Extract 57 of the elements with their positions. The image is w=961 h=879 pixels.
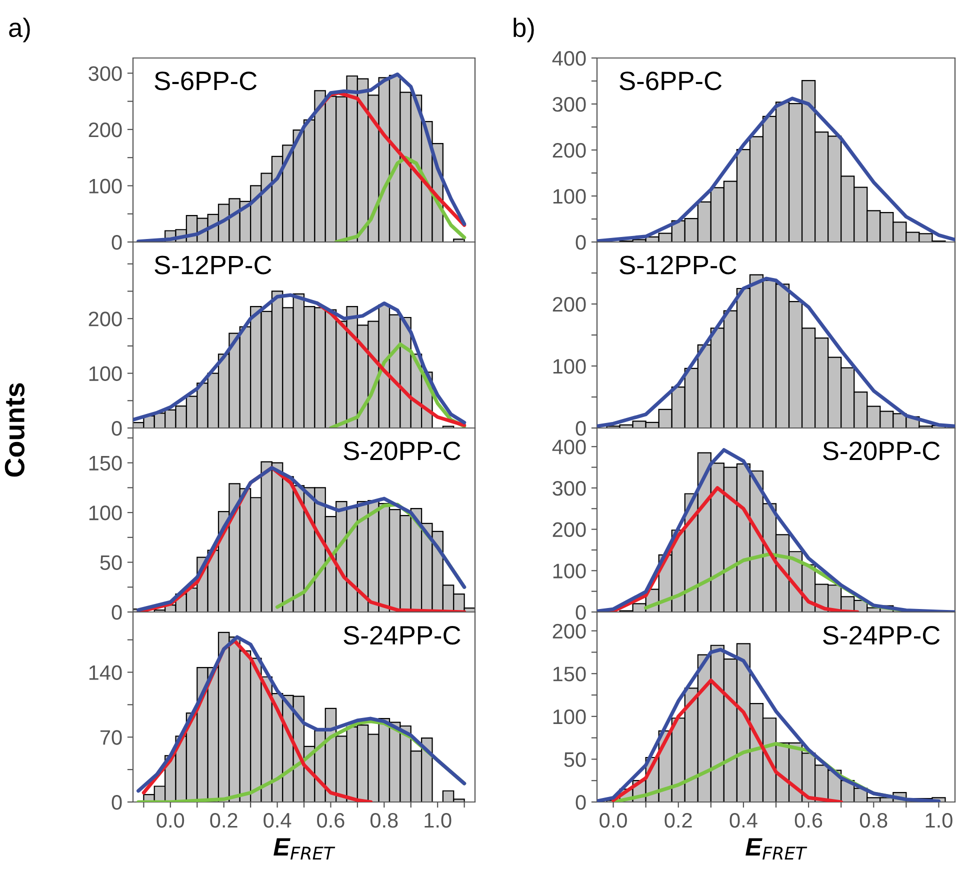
- y-tick-label: 150: [89, 456, 122, 471]
- x-tick-label: 0.2: [210, 812, 238, 828]
- x-tick-label: 0.0: [156, 812, 184, 828]
- y-tick-label: 100: [89, 506, 122, 520]
- annotation: S-24PP-C: [344, 626, 460, 645]
- x-axis-title: E$_{FRET}$: [274, 838, 336, 860]
- chart-title: a): [9, 18, 30, 42]
- annotation: S-6PP-C: [620, 72, 722, 90]
- y-tick-label: 100: [553, 359, 586, 374]
- y-tick-label: 100: [553, 564, 586, 578]
- y-tick-label: 0: [112, 605, 122, 620]
- x-tick-label: 0.4: [730, 812, 758, 828]
- annotation: S-24PP-C: [823, 626, 940, 645]
- y-tick-label: 0: [112, 421, 122, 436]
- x-tick-label: 1.0: [424, 812, 452, 828]
- y-tick-label: 150: [553, 666, 586, 682]
- y-tick-label: 0: [576, 605, 586, 620]
- y-tick-label: 200: [88, 312, 122, 326]
- y-tick-label: 140: [89, 665, 122, 680]
- y-tick-label: 0: [576, 795, 586, 810]
- annotation: S-20PP-C: [344, 442, 460, 460]
- y-axis-title: Counts: [4, 383, 25, 477]
- y-tick-label: 200: [552, 143, 586, 158]
- x-tick-label: 0.8: [860, 812, 888, 828]
- y-tick-label: 300: [552, 480, 586, 496]
- y-tick-label: 400: [552, 440, 586, 454]
- annotation: S-20PP-C: [823, 442, 940, 460]
- y-tick-label: 300: [88, 66, 122, 81]
- y-tick-label: 0: [576, 421, 586, 436]
- x-tick-label: 0.4: [264, 812, 292, 828]
- x-tick-label: 0.6: [794, 812, 822, 828]
- y-tick-label: 100: [89, 178, 122, 194]
- x-tick-label: 0.0: [600, 812, 627, 828]
- y-tick-label: 400: [552, 51, 586, 66]
- y-tick-label: 0: [112, 235, 122, 250]
- x-axis-title: E$_{FRET}$: [746, 838, 808, 860]
- annotation: S-12PP-C: [154, 256, 272, 274]
- y-tick-label: 100: [553, 189, 586, 204]
- x-tick-label: 0.2: [664, 812, 692, 828]
- y-tick-label: 200: [552, 522, 586, 538]
- y-tick-label: 70: [100, 730, 122, 745]
- y-tick-label: 100: [89, 366, 122, 382]
- y-tick-label: 50: [564, 752, 586, 767]
- y-tick-label: 200: [552, 624, 586, 639]
- annotation: S-6PP-C: [154, 72, 257, 90]
- y-tick-label: 100: [553, 709, 586, 724]
- y-tick-label: 50: [100, 555, 122, 570]
- x-tick-label: 0.8: [370, 812, 398, 828]
- y-tick-label: 200: [552, 297, 586, 312]
- y-tick-label: 0: [576, 235, 586, 250]
- chart-title: b): [514, 18, 534, 42]
- annotation: S-12PP-C: [620, 256, 736, 274]
- x-tick-label: 0.6: [317, 812, 344, 828]
- y-tick-label: 300: [552, 97, 586, 112]
- y-tick-label: 0: [112, 795, 122, 810]
- x-tick-label: 1.0: [926, 812, 952, 828]
- y-tick-label: 200: [88, 122, 122, 138]
